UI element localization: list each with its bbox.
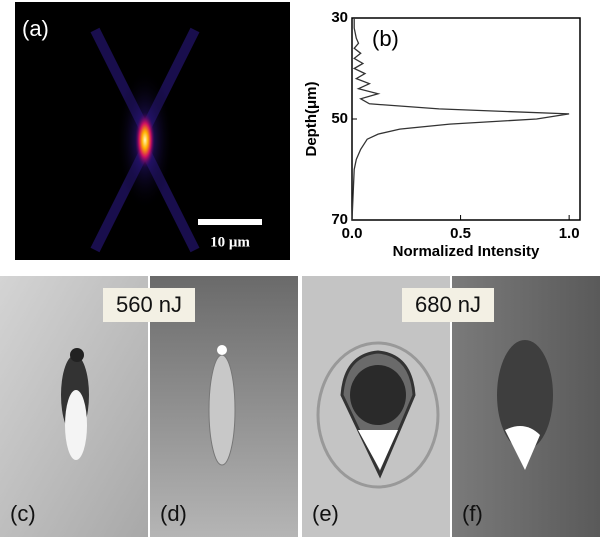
panel-label: (d) [160, 501, 187, 526]
panel-label: (f) [462, 501, 483, 526]
energy-label: 560 nJ [116, 292, 182, 317]
y-tick-label: 30 [331, 9, 348, 26]
x-tick-label: 0.0 [342, 225, 363, 242]
intensity-line [351, 18, 570, 221]
y-axis-label: Depth(μm) [303, 81, 320, 156]
energy-label: 680 nJ [415, 292, 481, 317]
y-tick-label: 70 [331, 211, 348, 228]
y-tick-label: 50 [331, 110, 348, 127]
panel-c: (c) [0, 276, 148, 537]
x-tick-label: 0.5 [450, 225, 471, 242]
panel-a: 10 μm (a) [15, 2, 290, 260]
label-box [103, 288, 195, 322]
panel-label: (b) [372, 26, 399, 51]
scale-bar-label: 10 μm [210, 234, 250, 250]
x-tick-label: 1.0 [559, 225, 580, 242]
panel-label: (a) [22, 16, 49, 41]
panel-label: (e) [312, 501, 339, 526]
x-axis-label: Normalized Intensity [393, 243, 540, 260]
panel-label: (c) [10, 501, 36, 526]
label-box [402, 288, 494, 322]
